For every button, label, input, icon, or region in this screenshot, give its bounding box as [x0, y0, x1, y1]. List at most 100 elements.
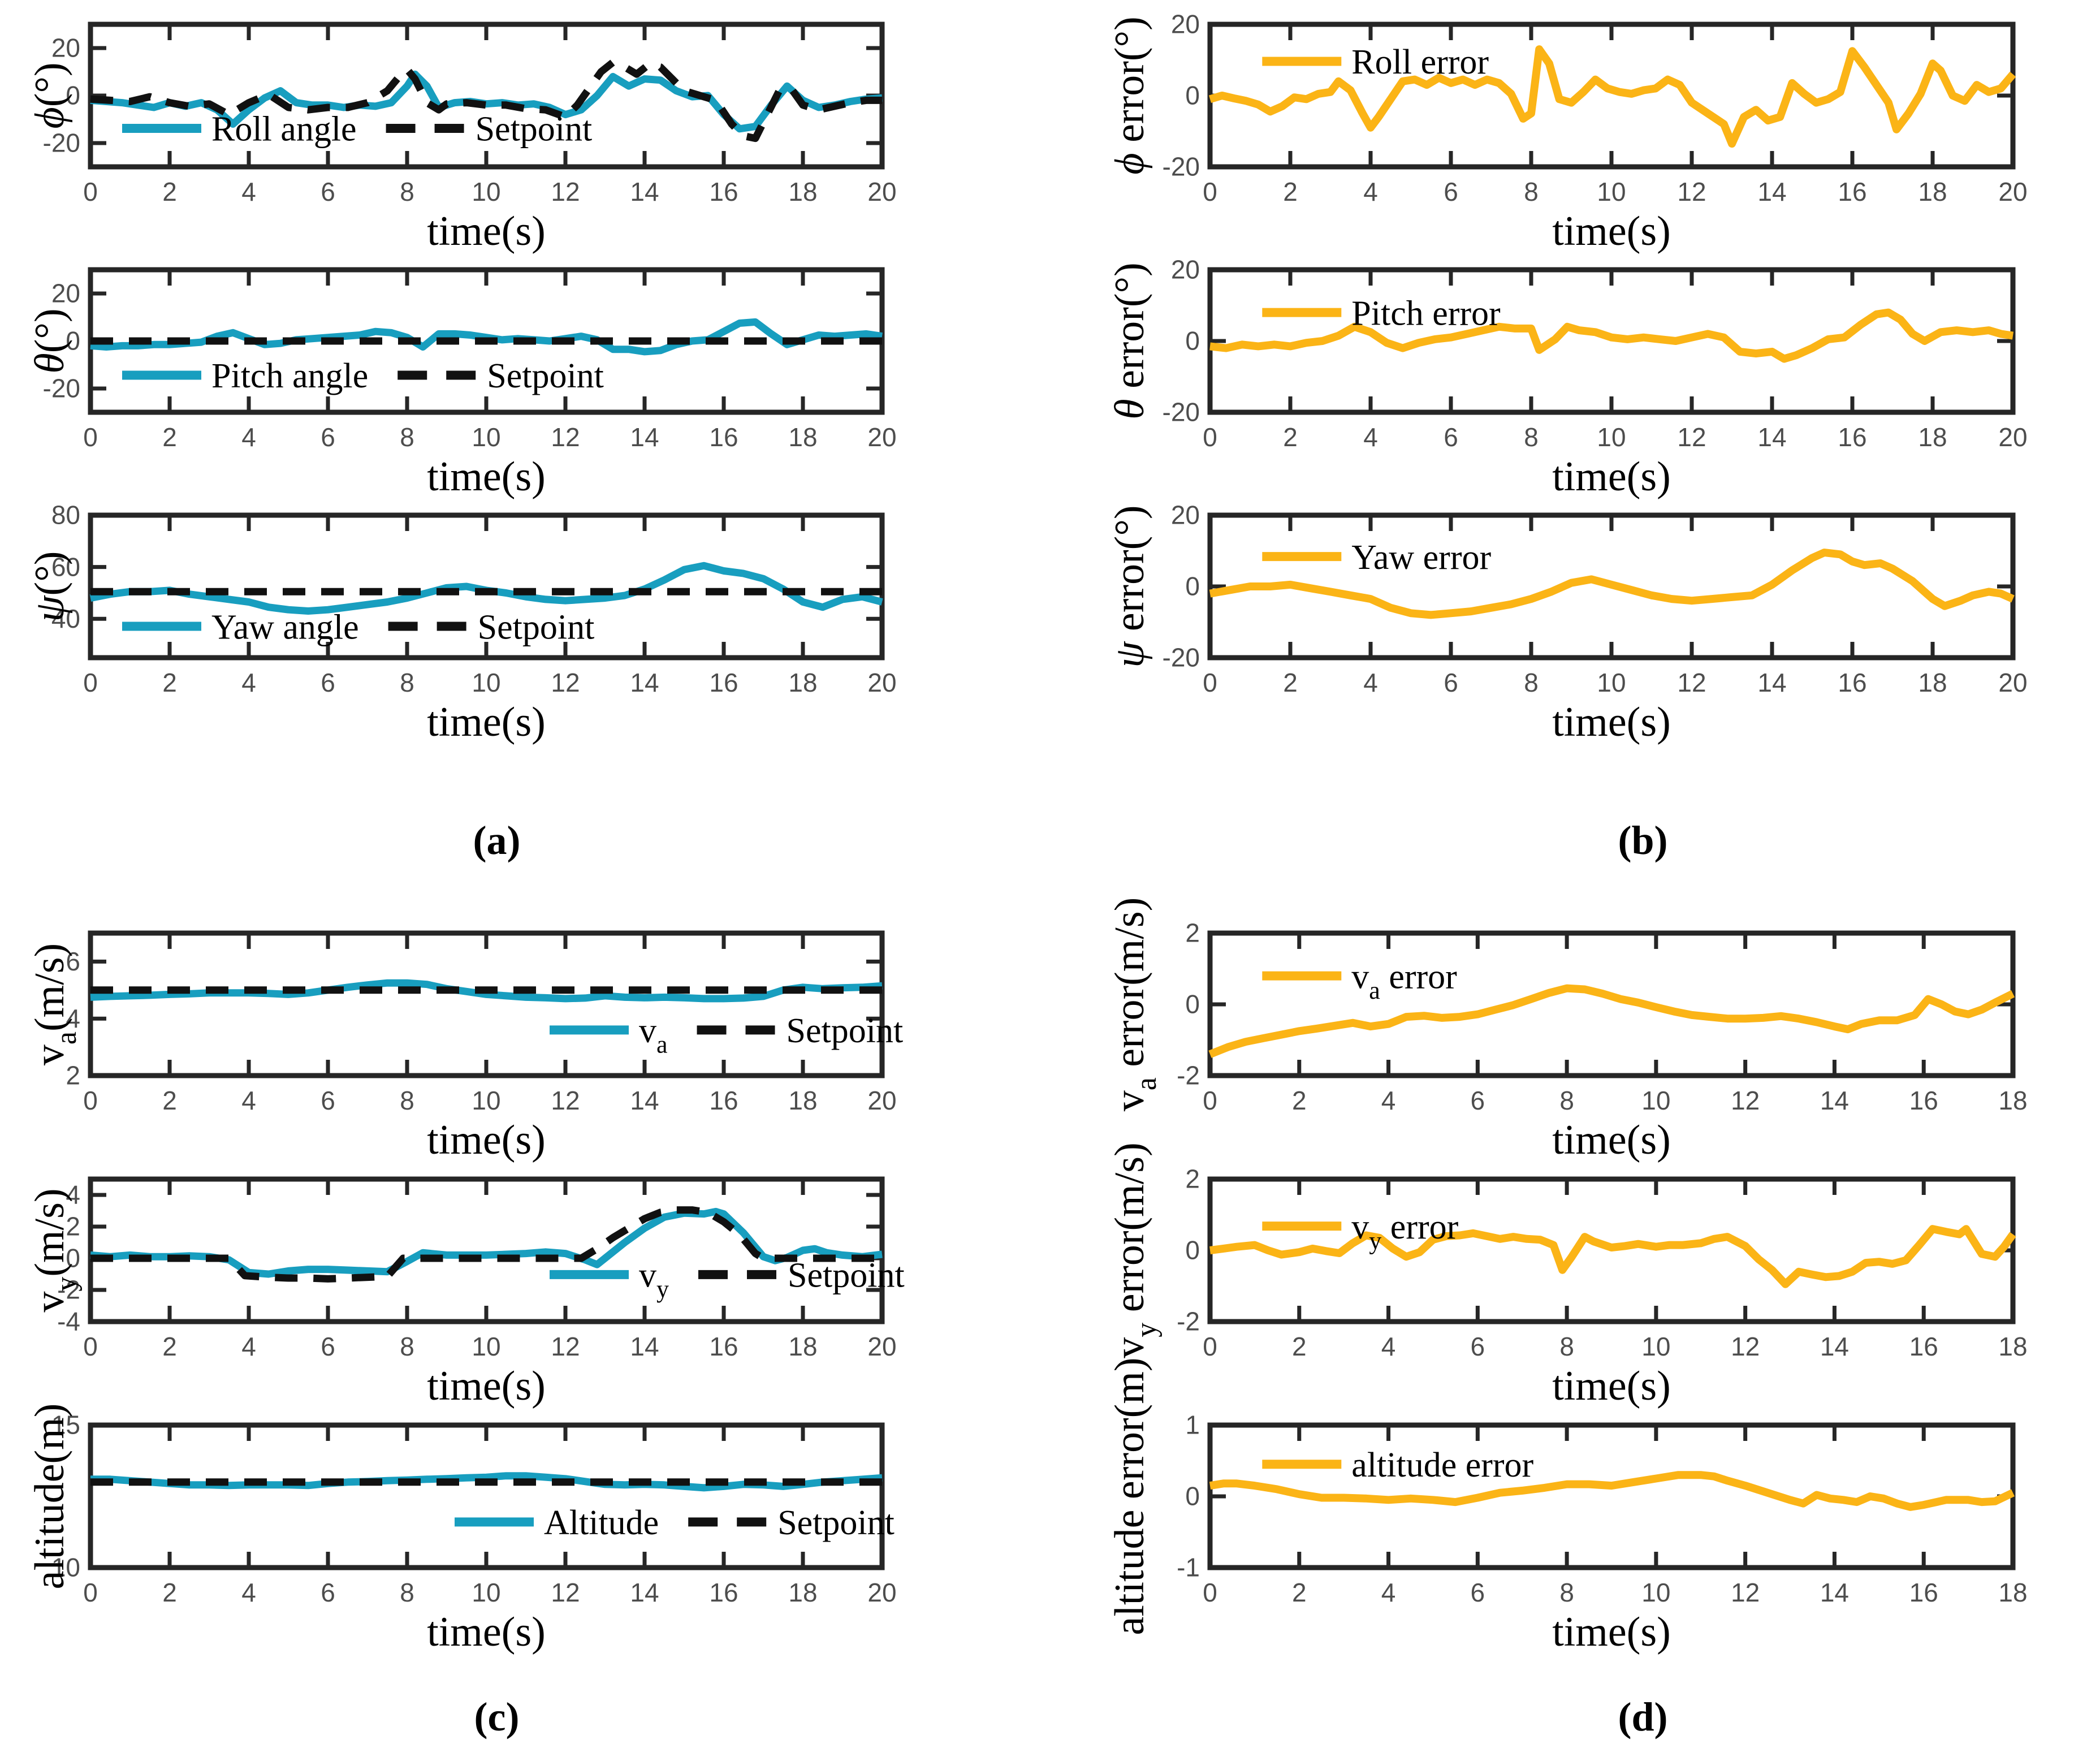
x-tick-label: 16: [709, 1086, 738, 1115]
x-tick-label: 4: [1363, 422, 1378, 452]
x-tick-label: 0: [83, 177, 98, 206]
x-tick-label: 6: [321, 1332, 335, 1361]
x-tick-label: 8: [400, 1332, 414, 1361]
x-tick-label: 2: [1292, 1086, 1307, 1115]
legend-label: Setpoint: [788, 1257, 905, 1295]
axis-border: [1207, 930, 2016, 1078]
x-tick-label: 8: [400, 668, 414, 697]
x-tick-label: 18: [1918, 668, 1947, 697]
x-tick-label: 20: [1998, 177, 2027, 206]
axis-border: [88, 1422, 885, 1570]
x-tick-label: 8: [400, 422, 414, 452]
axis-border: [88, 1176, 885, 1324]
subplot-va-error: 0 2 4 6 8 10 12 14 16 18 -2 0 2 time(s) va error(m/s) v…: [1050, 897, 2100, 1163]
x-tick-label: 14: [1820, 1578, 1849, 1607]
x-tick-label: 8: [400, 1086, 414, 1115]
y-axis-label: vy error(m/s): [1107, 1142, 1163, 1358]
subplot-vy: 0 2 4 6 8 10 12 14 16 18 20 -4 -2 0 2 4 time(s) vy(m/s) vy…: [0, 1155, 1050, 1409]
y-axis-label: ψ error(°): [1107, 505, 1153, 667]
subplot-vy-error: 0 2 4 6 8 10 12 14 16 18 -2 0 2 time(s) vy error(m/s) v…: [1050, 1142, 2100, 1409]
y-tick-label: 20: [51, 279, 80, 308]
x-tick-label: 6: [321, 1578, 335, 1607]
x-tick-label: 18: [788, 1332, 817, 1361]
panel-label-b: (b): [1618, 818, 1668, 863]
x-tick-label: 6: [1444, 177, 1458, 206]
x-tick-label: 18: [788, 1578, 817, 1607]
x-tick-label: 4: [1381, 1578, 1396, 1607]
x-tick-label: 18: [1998, 1578, 2027, 1607]
y-tick-label: 2: [66, 1061, 80, 1090]
x-tick-label: 18: [788, 422, 817, 452]
y-tick-label: -2: [1177, 1061, 1200, 1090]
x-tick-label: 12: [551, 1578, 580, 1607]
x-tick-label: 18: [1998, 1332, 2027, 1361]
series-pitch-angle: [90, 318, 883, 356]
y-axis-label: θ(°): [27, 308, 73, 373]
y-tick-label: -2: [57, 1275, 80, 1305]
x-tick-label: 4: [1381, 1332, 1396, 1361]
y-tick-label: 40: [51, 604, 80, 633]
y-tick-label: -4: [57, 1307, 80, 1336]
y-tick-label: -20: [43, 128, 80, 158]
x-tick-label: 2: [1283, 177, 1298, 206]
y-tick-label: 15: [51, 1410, 80, 1440]
x-tick-label: 12: [551, 177, 580, 206]
x-tick-label: 16: [1909, 1086, 1938, 1115]
series-roll-error: [1209, 45, 2016, 148]
x-axis-label: time(s): [427, 208, 546, 254]
legend-label: Yaw error: [1351, 538, 1491, 577]
subplot-roll-angle: 0 2 4 6 8 10 12 14 16 18 20 -20 0 20 time(s) ϕ(°) Roll a…: [0, 0, 1050, 254]
x-tick-label: 20: [1998, 422, 2027, 452]
x-tick-label: 16: [709, 422, 738, 452]
series-vy: [90, 1207, 883, 1278]
x-tick-label: 14: [630, 1578, 659, 1607]
y-tick-label: -2: [1177, 1307, 1200, 1336]
y-tick-label: 1: [1185, 1410, 1200, 1440]
x-axis-label: time(s): [1552, 208, 1671, 254]
x-tick-label: 2: [162, 668, 177, 697]
y-tick-label: 0: [1185, 572, 1200, 601]
x-tick-label: 0: [1203, 668, 1217, 697]
y-axis-label: ϕ(°): [27, 62, 73, 128]
y-axis-label: vy(m/s): [27, 1188, 83, 1312]
x-tick-label: 4: [241, 1332, 256, 1361]
x-axis-label: time(s): [427, 454, 546, 500]
axis-border: [88, 930, 885, 1078]
series-pitch-error: [1209, 308, 2014, 363]
subplot-altitude: 0 2 4 6 8 10 12 14 16 18 20 10 15 time(s) altitude(m) A…: [0, 1401, 1050, 1655]
x-tick-label: 10: [1597, 422, 1626, 452]
y-tick-label: 0: [66, 81, 80, 110]
x-tick-label: 18: [1918, 422, 1947, 452]
y-axis-label: va(m/s): [27, 943, 83, 1065]
x-tick-label: 20: [1998, 668, 2027, 697]
x-axis-label: time(s): [427, 1363, 546, 1409]
x-tick-label: 4: [241, 177, 256, 206]
x-tick-label: 0: [1203, 1578, 1217, 1607]
y-tick-label: 20: [1171, 500, 1200, 530]
x-tick-label: 18: [788, 177, 817, 206]
altitude-plot: 0 2 4 6 8 10 12 14 16 18 20 10 15 time(s) altitude(m) A…: [27, 1404, 897, 1655]
x-tick-label: 8: [1524, 422, 1539, 452]
legend-label: vy: [639, 1257, 669, 1304]
x-axis-label: time(s): [427, 1609, 546, 1655]
x-tick-label: 2: [162, 1578, 177, 1607]
legend-label: Roll error: [1351, 43, 1489, 81]
series-va-error: [1208, 984, 2015, 1058]
y-axis-label: ψ(°): [27, 551, 73, 622]
x-tick-label: 18: [788, 668, 817, 697]
series-setpoint: [90, 1206, 882, 1283]
panel-label-c: (c): [474, 1694, 520, 1740]
x-tick-label: 14: [630, 1086, 659, 1115]
x-tick-label: 10: [1597, 668, 1626, 697]
legend-label: Setpoint: [777, 1504, 895, 1542]
x-tick-label: 14: [1820, 1086, 1849, 1115]
legend-label: vy error: [1351, 1208, 1458, 1255]
